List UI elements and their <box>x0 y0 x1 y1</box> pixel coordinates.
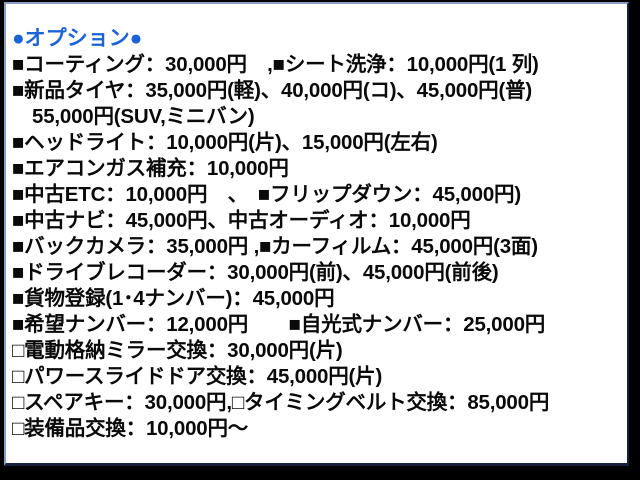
list-item-used-navi-audio: ■中古ナビ：45,000円、中古オーディオ：10,000円 <box>12 209 471 232</box>
list-item-used-etc-flipdown: ■中古ETC：10,000円 、 ■フリップダウン：45,000円) <box>12 183 521 206</box>
list-item-power-slide-door-swap: □パワースライドドア交換：45,000円(片) <box>12 365 383 388</box>
list-item-aircon-gas: ■エアコンガス補充：10,000円 <box>12 157 289 180</box>
list-item-spare-key-timing-belt: □スペアキー：30,000円,□タイミングベルト交換：85,000円 <box>12 391 550 414</box>
list-item-equipment-swap: □装備品交換：10,000円～ <box>12 417 249 440</box>
list-item-new-tires-continuation: 55,000円(SUV,ミニバン) <box>32 105 255 128</box>
card-page-surface: ●オプション● ■コーティング：30,000円 ,■シート洗浄：10,000円(… <box>6 4 627 463</box>
list-item-power-mirror-swap: □電動格納ミラー交換：30,000円(片) <box>12 339 343 362</box>
list-item-desired-number: ■希望ナンバー：12,000円 ■自光式ナンバー：25,000円 <box>12 313 546 336</box>
page-title: ●オプション● <box>12 27 143 50</box>
list-item-new-tires: ■新品タイヤ：35,000円(軽)、40,000円(コ)、45,000円(普) <box>12 79 533 102</box>
list-item-headlight: ■ヘッドライト：10,000円(片)、15,000円(左右) <box>12 131 438 154</box>
list-item-back-camera-car-film: ■バックカメラ：35,000円 ,■カーフィルム：45,000円(3面) <box>12 235 538 258</box>
list-item-cargo-registration: ■貨物登録(1･4ナンバー)：45,000円 <box>12 287 335 310</box>
option-price-card: ●オプション● ■コーティング：30,000円 ,■シート洗浄：10,000円(… <box>4 2 629 466</box>
list-item-drive-recorder: ■ドライブレコーダー：30,000円(前)、45,000円(前後) <box>12 261 499 284</box>
list-item-coating-seat-wash: ■コーティング：30,000円 ,■シート洗浄：10,000円(1 列) <box>12 53 539 76</box>
option-list: ●オプション● ■コーティング：30,000円 ,■シート洗浄：10,000円(… <box>12 26 627 442</box>
